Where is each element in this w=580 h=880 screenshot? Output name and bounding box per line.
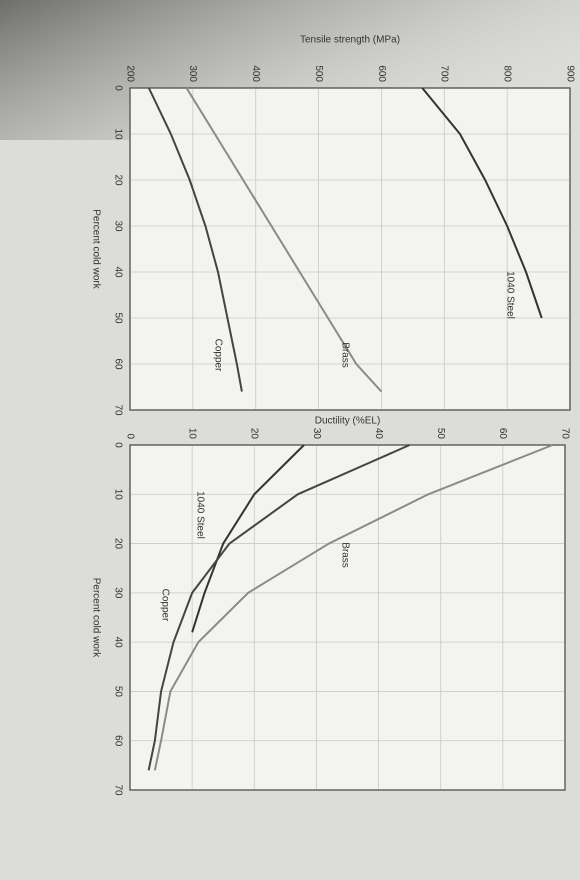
y-tick-label: 200: [124, 65, 135, 82]
x-tick-label: 70: [112, 784, 123, 796]
series-line: [147, 87, 243, 392]
y-tick-label: 50: [435, 428, 446, 440]
y-tick-label: 60: [497, 428, 508, 440]
x-tick-label: 30: [112, 587, 123, 599]
x-tick-label: 20: [112, 538, 123, 550]
x-tick-label: 60: [112, 358, 123, 370]
y-tick-label: 30: [311, 428, 322, 440]
y-axis-title: Ductility (%EL): [315, 416, 381, 427]
chart: 200 300 400 500 600 700 800 900 0 10 20 30 40 50 60 70 P…: [90, 35, 575, 416]
series-line: [191, 444, 305, 633]
series-label: Brass: [339, 542, 350, 568]
y-tick-label: 600: [376, 65, 387, 82]
x-tick-label: 70: [112, 404, 123, 416]
series-label: 1040 Steel: [504, 271, 515, 319]
y-tick-label: 0: [124, 433, 135, 439]
plot-frame: [129, 444, 566, 791]
y-tick-label: 500: [313, 65, 324, 82]
chart: 0 10 20 30 40 50 60 70 0 10 20 30 40 50 60 70 Percent co…: [90, 416, 570, 796]
x-tick-label: 10: [112, 489, 123, 501]
x-tick-label: 20: [112, 174, 123, 186]
x-tick-label: 50: [112, 312, 123, 324]
y-tick-label: 400: [250, 65, 261, 82]
series-line: [421, 87, 543, 319]
y-tick-label: 700: [439, 65, 450, 82]
y-tick-label: 70: [559, 428, 570, 440]
series-line: [185, 87, 383, 393]
y-axis-title: Tensile strength (MPa): [300, 35, 400, 46]
y-tick-label: 10: [187, 428, 198, 440]
series-label: Copper: [212, 339, 223, 372]
series-label: 1040 Steel: [194, 491, 205, 539]
y-tick-label: 900: [564, 65, 575, 82]
y-tick-label: 40: [373, 428, 384, 440]
x-axis-title: Percent cold work: [90, 578, 101, 658]
x-tick-label: 30: [112, 220, 123, 232]
y-tick-label: 300: [187, 65, 198, 82]
series-line: [153, 444, 553, 771]
y-tick-label: 20: [249, 428, 260, 440]
series-label: Brass: [339, 342, 350, 368]
series-label: Copper: [159, 589, 170, 622]
plot-frame: [129, 87, 571, 411]
x-axis-title: Percent cold work: [90, 209, 101, 289]
series-line: [147, 444, 411, 771]
x-tick-label: 10: [112, 128, 123, 140]
y-tick-label: 800: [502, 65, 513, 82]
x-tick-label: 60: [112, 735, 123, 747]
x-tick-label: 0: [112, 85, 123, 91]
x-tick-label: 40: [112, 266, 123, 278]
x-tick-label: 0: [112, 442, 123, 448]
x-tick-label: 50: [112, 686, 123, 698]
x-tick-label: 40: [112, 637, 123, 649]
